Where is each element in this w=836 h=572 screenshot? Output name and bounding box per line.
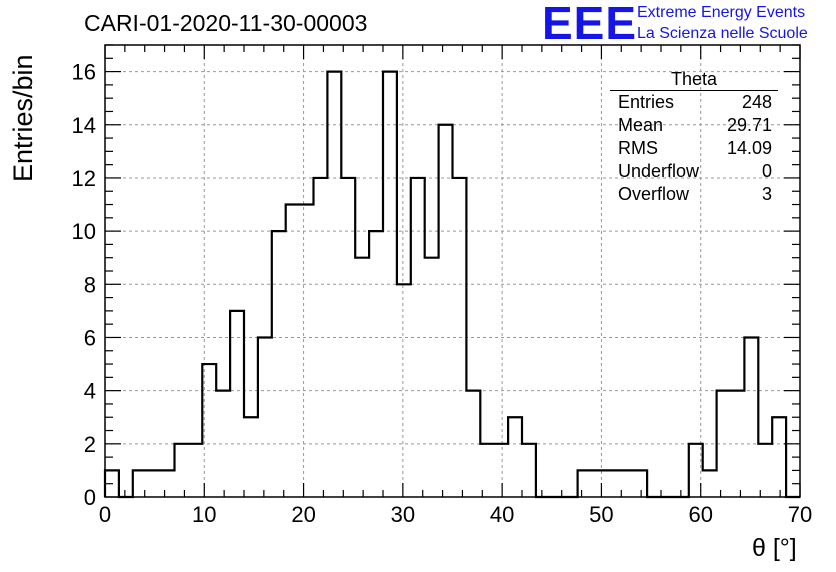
- histogram-bin: [369, 231, 383, 497]
- y-tick-label: 8: [84, 272, 96, 297]
- histogram-bin: [188, 444, 202, 497]
- histogram-bin: [202, 364, 216, 497]
- histogram-bin: [411, 178, 425, 497]
- histogram-bin: [494, 444, 508, 497]
- stats-row-rms: RMS 14.09: [610, 137, 778, 160]
- histogram-bin: [147, 470, 161, 497]
- eee-logo: EEE: [542, 0, 638, 49]
- x-axis-label: θ [°]: [752, 534, 797, 562]
- histogram-bin: [230, 311, 244, 497]
- stats-label: Mean: [618, 115, 664, 135]
- y-axis-label: Entries/bin: [8, 54, 38, 182]
- x-tick-label: 60: [688, 502, 712, 527]
- histogram-bin: [244, 417, 258, 497]
- histogram-bin: [508, 417, 522, 497]
- histogram-bin: [383, 72, 397, 497]
- histogram-bin: [605, 470, 619, 497]
- histogram-bin: [314, 178, 328, 497]
- y-tick-label: 6: [84, 325, 96, 350]
- stats-label: RMS: [618, 138, 658, 158]
- histogram-bin: [272, 231, 286, 497]
- logo-line-2: La Scienza nelle Scuole: [637, 25, 808, 42]
- logo-line-1: Extreme Energy Events: [637, 4, 806, 21]
- x-tick-label: 0: [99, 502, 111, 527]
- stats-label: Overflow: [618, 184, 690, 204]
- histogram-bin: [703, 470, 717, 497]
- stats-row-underflow: Underflow 0: [610, 160, 778, 183]
- histogram-bin: [425, 258, 439, 497]
- histogram-bin: [300, 205, 314, 497]
- histogram-bin: [161, 470, 175, 497]
- histogram-step-line: [103, 70, 800, 499]
- stats-title: Theta: [610, 68, 778, 91]
- y-tick-label: 14: [72, 113, 96, 138]
- x-tick-label: 50: [589, 502, 613, 527]
- histogram-bin: [717, 391, 731, 497]
- histogram-bin: [216, 391, 230, 497]
- histogram-bin: [466, 391, 480, 497]
- histogram-bin: [175, 444, 189, 497]
- stats-value: 248: [741, 92, 772, 112]
- chart-title: CARI-01-2020-11-30-00003: [84, 10, 368, 36]
- y-tick-label: 2: [84, 432, 96, 457]
- histogram-bin: [758, 444, 772, 497]
- histogram-bin: [439, 125, 453, 497]
- stats-label: Underflow: [618, 161, 700, 181]
- x-tick-label: 30: [391, 502, 415, 527]
- histogram-bin: [286, 205, 300, 497]
- stats-box: Theta Entries 248 Mean 29.71 RMS 14.09 U…: [610, 68, 778, 206]
- histogram-bin: [633, 470, 647, 497]
- y-tick-label: 0: [84, 485, 96, 510]
- y-tick-label: 12: [72, 166, 96, 191]
- x-tick-label: 40: [490, 502, 514, 527]
- x-tick-label: 20: [291, 502, 315, 527]
- stats-value: 0: [761, 161, 772, 181]
- x-tick-label: 70: [788, 502, 812, 527]
- histogram-bin: [355, 258, 369, 497]
- stats-value: 14.09: [726, 138, 772, 158]
- histogram-bin: [480, 444, 494, 497]
- histogram-bin: [578, 470, 592, 497]
- histogram-bin: [341, 178, 355, 497]
- histogram-bin: [327, 72, 341, 497]
- stats-row-entries: Entries 248: [610, 91, 778, 114]
- histogram-bin: [592, 470, 606, 497]
- axis-ticks: [104, 44, 801, 498]
- histogram-bin: [522, 444, 536, 497]
- histogram-bin: [453, 178, 467, 497]
- histogram-bin: [731, 391, 745, 497]
- histogram-bin: [397, 284, 411, 497]
- histogram-bin: [258, 337, 272, 497]
- stats-label: Entries: [618, 92, 675, 112]
- x-tick-label: 10: [192, 502, 216, 527]
- stats-row-overflow: Overflow 3: [610, 183, 778, 206]
- stats-value: 29.71: [726, 115, 772, 135]
- y-tick-label: 10: [72, 219, 96, 244]
- histogram-series: [103, 70, 800, 499]
- stats-value: 3: [761, 184, 772, 204]
- histogram-bin: [772, 417, 786, 497]
- y-tick-label: 16: [72, 60, 96, 85]
- y-tick-label: 4: [84, 379, 96, 404]
- histogram-bin: [744, 337, 758, 497]
- stats-row-mean: Mean 29.71: [610, 114, 778, 137]
